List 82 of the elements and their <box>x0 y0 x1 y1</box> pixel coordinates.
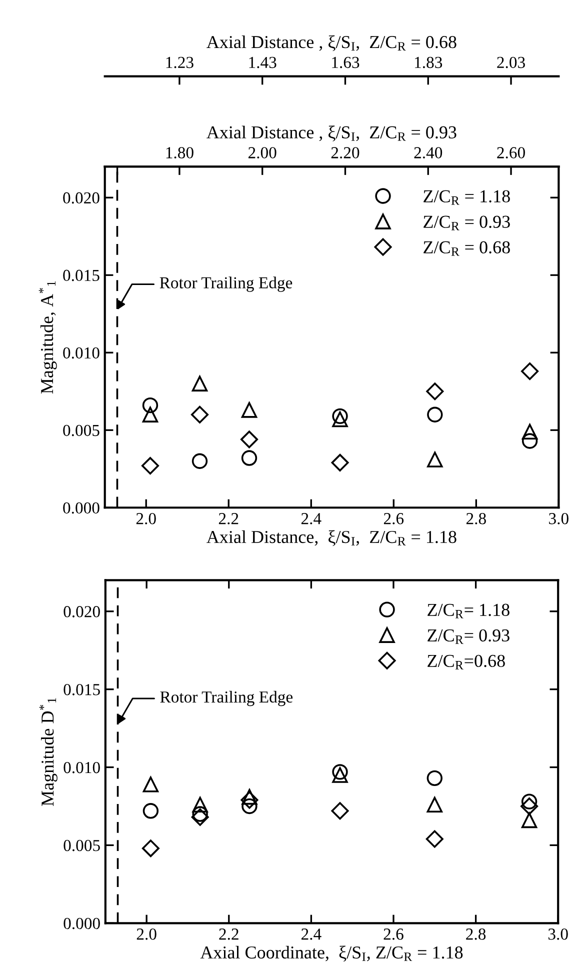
point <box>331 454 349 472</box>
x-tick-label: 2.4 <box>301 513 322 524</box>
point <box>332 411 348 428</box>
point <box>332 767 348 783</box>
legend-label: Z/C$_{R}$ = 0.68 <box>424 241 510 256</box>
y-tick-label: 0.000 <box>64 918 100 930</box>
x-axis-title: Axial Distance, ξ/S$_{I}$, Z/C$_{R}$ = 1.18 <box>206 530 456 546</box>
legend-label: Z/C$_{R}$ = 0.93 <box>424 216 510 230</box>
text: 2.03 <box>497 56 525 68</box>
x2-axis-title: Axial Distance , ξ/S$_{I}$, Z/C$_{R}$ = 0.93 <box>206 126 456 142</box>
x-tick-label: 3.0 <box>548 928 568 940</box>
point <box>192 376 208 392</box>
x-tick-label: 2.8 <box>466 928 486 940</box>
text: 1.43 <box>249 56 276 68</box>
x-tick-label: 2.4 <box>302 928 322 940</box>
point <box>142 840 160 858</box>
point <box>520 797 538 815</box>
point <box>426 770 442 786</box>
y-tick-label: 0.020 <box>63 192 100 204</box>
x2-tick-label: 2.00 <box>248 147 276 158</box>
text: Axial Distance , ξ/S$_{I}$, Z/C$_{R}$ = 0.68 <box>206 35 456 52</box>
point <box>522 433 538 449</box>
point <box>192 796 208 813</box>
x-tick-label: 2.0 <box>136 928 156 940</box>
point <box>241 402 258 418</box>
point <box>521 812 538 828</box>
point <box>426 796 442 813</box>
point <box>521 362 539 380</box>
point <box>191 808 209 826</box>
y-tick-label: 0.020 <box>64 606 100 618</box>
y-tick-label: 0.010 <box>63 347 100 359</box>
legend-label: Z/C$_{R}$= 0.93 <box>428 629 510 644</box>
point <box>192 453 208 469</box>
ref-line-label: Rotor Trailing Edge <box>160 690 293 706</box>
point <box>521 794 538 810</box>
y-tick-label: 0.010 <box>64 762 100 774</box>
point <box>331 802 349 820</box>
point <box>242 789 258 805</box>
y-tick-label: 0.015 <box>64 684 100 696</box>
y-tick-label: 0.015 <box>63 270 100 282</box>
point <box>190 406 209 424</box>
x-tick-label: 2.0 <box>136 512 156 524</box>
point <box>332 764 348 780</box>
x2-tick-label: 2.40 <box>414 147 442 158</box>
point <box>426 382 444 400</box>
point <box>427 406 443 422</box>
text: 1.83 <box>415 56 442 68</box>
x2-tick-label: 2.20 <box>331 147 360 158</box>
legend-label: Z/C$_{R}$=0.68 <box>428 654 505 670</box>
point <box>142 776 159 792</box>
x-axis-title: Axial Coordinate, ξ/S$_{I}$, Z/C$_{R}$ = 1.18 <box>200 946 463 962</box>
legend-label: Z/C$_{R}$= 1.18 <box>428 604 510 618</box>
text: 1.23 <box>166 56 194 68</box>
y-tick-label: 0.000 <box>63 502 100 514</box>
point <box>426 830 444 848</box>
x-tick-label: 2.2 <box>218 513 238 524</box>
x-tick-label: 2.6 <box>384 513 404 524</box>
y-axis-title: Magnitude, A$^{*}$$_{1}$ <box>38 281 57 394</box>
point <box>427 452 443 468</box>
point <box>141 457 159 475</box>
point <box>142 397 158 414</box>
x2-tick-label: 2.60 <box>497 147 525 158</box>
point <box>192 806 208 822</box>
x-tick-label: 3.0 <box>549 512 568 524</box>
point <box>242 798 258 814</box>
point <box>241 450 258 466</box>
text: 1.63 <box>332 56 360 68</box>
point <box>142 803 159 819</box>
legend-label: Z/C$_{R}$ = 1.18 <box>424 190 510 205</box>
x-tick-label: 2.8 <box>466 512 486 524</box>
y-tick-label: 0.005 <box>64 840 100 852</box>
ref-line-label: Rotor Trailing Edge <box>160 276 292 292</box>
y-axis-title: Magnitude D$^{*}$$_{1}$ <box>39 698 58 806</box>
point <box>522 424 538 440</box>
x-tick-label: 2.2 <box>219 928 238 940</box>
point <box>142 406 158 422</box>
point <box>240 430 258 448</box>
x2-tick-label: 1.80 <box>166 147 194 158</box>
x-tick-label: 2.6 <box>384 928 404 940</box>
y-tick-label: 0.005 <box>63 424 100 436</box>
point <box>240 791 258 809</box>
point <box>332 408 348 424</box>
